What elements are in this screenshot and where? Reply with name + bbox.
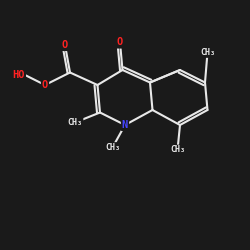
Text: O: O: [117, 38, 123, 48]
Text: CH₃: CH₃: [170, 146, 185, 154]
Text: O: O: [42, 80, 48, 90]
Text: CH₃: CH₃: [68, 118, 82, 127]
Text: HO: HO: [12, 70, 25, 80]
Text: O: O: [62, 40, 68, 50]
Text: CH₃: CH₃: [200, 48, 215, 57]
Text: N: N: [122, 120, 128, 130]
Text: CH₃: CH₃: [105, 143, 120, 152]
